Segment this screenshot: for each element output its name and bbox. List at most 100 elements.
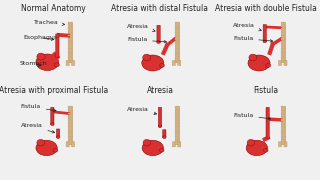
Text: Atresia: Atresia xyxy=(127,107,156,114)
Title: Atresia with double Fistula: Atresia with double Fistula xyxy=(215,4,317,13)
FancyBboxPatch shape xyxy=(72,142,75,147)
Bar xyxy=(175,106,179,144)
Ellipse shape xyxy=(163,136,166,139)
FancyBboxPatch shape xyxy=(56,34,59,58)
Ellipse shape xyxy=(36,140,57,156)
Bar xyxy=(68,61,72,62)
Text: Fistula: Fistula xyxy=(233,113,271,120)
Text: Fistula: Fistula xyxy=(233,36,273,42)
Bar xyxy=(175,31,179,33)
FancyBboxPatch shape xyxy=(278,142,282,147)
Ellipse shape xyxy=(263,40,267,43)
Title: Fistula: Fistula xyxy=(254,86,279,95)
Bar xyxy=(281,142,285,144)
Bar xyxy=(281,116,285,118)
FancyBboxPatch shape xyxy=(66,60,69,66)
Ellipse shape xyxy=(159,148,164,152)
Ellipse shape xyxy=(54,63,59,67)
Ellipse shape xyxy=(142,55,164,71)
Text: Atresia: Atresia xyxy=(127,24,155,32)
Bar xyxy=(281,48,285,49)
Text: Esophagus: Esophagus xyxy=(24,35,58,40)
Bar xyxy=(68,129,72,131)
Bar xyxy=(281,132,285,134)
Bar xyxy=(68,106,72,108)
Bar xyxy=(175,113,179,114)
Bar xyxy=(68,106,72,144)
Ellipse shape xyxy=(142,140,164,156)
Bar xyxy=(281,113,285,114)
Bar xyxy=(281,126,285,127)
Bar xyxy=(175,22,179,62)
Bar xyxy=(281,129,285,131)
Bar xyxy=(68,38,72,40)
Bar xyxy=(68,54,72,56)
FancyBboxPatch shape xyxy=(172,60,175,66)
Bar xyxy=(281,136,285,137)
Bar xyxy=(281,35,285,36)
Bar xyxy=(175,28,179,30)
Bar xyxy=(281,28,285,30)
Bar xyxy=(68,44,72,46)
Ellipse shape xyxy=(36,54,59,71)
Bar xyxy=(175,25,179,27)
Bar xyxy=(175,41,179,43)
FancyBboxPatch shape xyxy=(278,60,282,66)
FancyBboxPatch shape xyxy=(66,142,69,147)
Bar xyxy=(68,31,72,33)
Bar xyxy=(281,22,285,23)
Bar xyxy=(281,106,285,108)
FancyBboxPatch shape xyxy=(72,60,75,66)
FancyBboxPatch shape xyxy=(284,142,287,147)
Bar xyxy=(281,22,285,62)
Bar xyxy=(175,119,179,121)
Bar xyxy=(281,123,285,124)
Bar xyxy=(175,132,179,134)
Title: Atresia with proximal Fistula: Atresia with proximal Fistula xyxy=(0,86,108,95)
Ellipse shape xyxy=(248,55,270,71)
Bar xyxy=(175,126,179,127)
FancyBboxPatch shape xyxy=(163,130,166,138)
Bar xyxy=(68,48,72,49)
Bar xyxy=(68,132,72,134)
Text: Stomach: Stomach xyxy=(20,61,48,66)
Bar xyxy=(281,57,285,59)
Text: Fistula: Fistula xyxy=(21,104,56,112)
Bar xyxy=(175,22,179,23)
Bar xyxy=(175,44,179,46)
Ellipse shape xyxy=(160,64,164,67)
Bar xyxy=(175,35,179,36)
Bar xyxy=(175,106,179,108)
Bar xyxy=(68,25,72,27)
Ellipse shape xyxy=(53,148,58,152)
Bar xyxy=(175,48,179,49)
Bar xyxy=(68,51,72,53)
Ellipse shape xyxy=(157,41,160,44)
Ellipse shape xyxy=(143,139,151,146)
Bar xyxy=(68,35,72,36)
Ellipse shape xyxy=(247,139,255,146)
FancyBboxPatch shape xyxy=(172,142,175,147)
Ellipse shape xyxy=(263,148,268,152)
Bar xyxy=(68,136,72,137)
Ellipse shape xyxy=(158,125,162,128)
Bar xyxy=(175,54,179,56)
Ellipse shape xyxy=(246,140,268,156)
Bar xyxy=(281,25,285,27)
Bar xyxy=(68,22,72,23)
FancyBboxPatch shape xyxy=(263,24,267,42)
Bar xyxy=(68,28,72,30)
Bar xyxy=(175,123,179,124)
Text: Atresia: Atresia xyxy=(233,23,261,31)
Ellipse shape xyxy=(249,54,257,61)
Bar xyxy=(281,61,285,62)
Bar xyxy=(281,38,285,40)
FancyBboxPatch shape xyxy=(178,142,181,147)
Title: Atresia: Atresia xyxy=(147,86,173,95)
Title: Normal Anatomy: Normal Anatomy xyxy=(21,4,86,13)
Bar xyxy=(68,116,72,118)
Bar xyxy=(68,139,72,140)
FancyBboxPatch shape xyxy=(157,25,160,42)
Ellipse shape xyxy=(51,123,54,126)
Bar xyxy=(281,54,285,56)
